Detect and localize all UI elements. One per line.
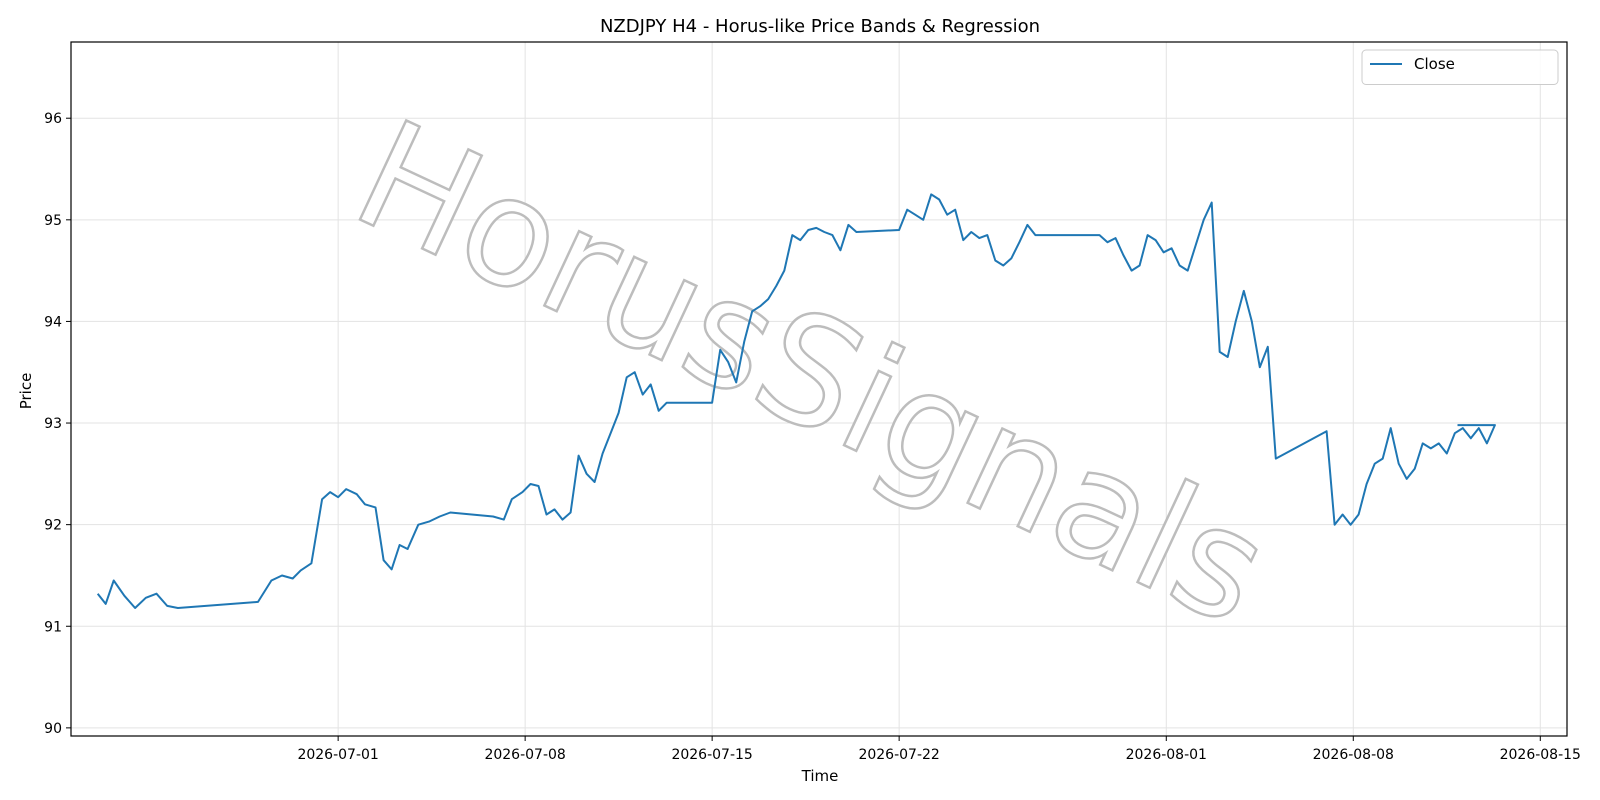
- y-axis-label: Price: [17, 373, 35, 410]
- y-tick-label: 92: [44, 518, 62, 534]
- y-tick-label: 96: [44, 111, 62, 127]
- y-tick-label: 94: [44, 314, 62, 330]
- legend: Close: [1361, 49, 1559, 85]
- y-tick-label: 91: [44, 619, 62, 635]
- x-tick-label: 2026-08-15: [1500, 747, 1581, 763]
- plot-frame: [70, 41, 1568, 737]
- x-tick-label: 2026-08-01: [1126, 747, 1207, 763]
- x-tick-label: 2026-07-01: [297, 747, 378, 763]
- legend-box: [1361, 49, 1559, 85]
- gridlines: [71, 42, 1567, 736]
- x-tick-label: 2026-07-08: [484, 747, 565, 763]
- y-axis: 90 91 92 93 94 95 96: [44, 111, 71, 737]
- y-tick-label: 93: [44, 416, 62, 432]
- legend-label: Close: [1414, 55, 1455, 73]
- x-axis-label: Time: [801, 767, 839, 785]
- chart-title: NZDJPY H4 - Horus-like Price Bands & Reg…: [600, 16, 1040, 37]
- y-tick-label: 90: [44, 721, 62, 737]
- series-line-close: [96, 193, 1496, 609]
- x-tick-label: 2026-07-15: [671, 747, 752, 763]
- y-tick-label: 95: [44, 213, 62, 229]
- x-tick-label: 2026-07-22: [858, 747, 939, 763]
- x-axis: 2026-07-01 2026-07-08 2026-07-15 2026-07-22…: [297, 736, 1581, 763]
- x-tick-label: 2026-08-08: [1313, 747, 1394, 763]
